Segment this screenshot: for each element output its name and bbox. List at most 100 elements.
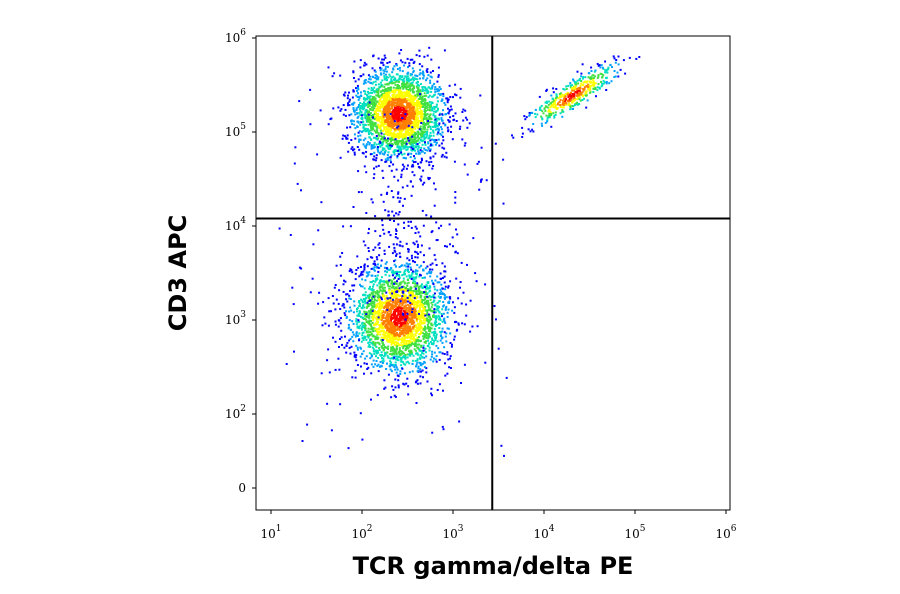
event-dot bbox=[418, 328, 421, 331]
event-dot bbox=[311, 277, 314, 280]
event-dot bbox=[401, 92, 404, 95]
event-dot bbox=[394, 299, 397, 302]
event-dot bbox=[418, 285, 421, 288]
event-dot bbox=[390, 103, 393, 105]
event-dot bbox=[352, 322, 355, 325]
event-dot bbox=[415, 115, 418, 118]
event-dot bbox=[394, 265, 397, 268]
event-dot bbox=[383, 76, 386, 79]
event-dot bbox=[383, 281, 386, 283]
event-dot bbox=[344, 108, 347, 111]
event-dot bbox=[386, 118, 389, 121]
event-dot bbox=[379, 314, 382, 317]
event-dot bbox=[410, 289, 413, 292]
event-dot bbox=[405, 343, 408, 345]
event-dot bbox=[366, 110, 369, 113]
event-dot bbox=[379, 100, 382, 103]
event-dot bbox=[339, 264, 342, 266]
event-dot bbox=[429, 148, 432, 151]
event-dot bbox=[351, 123, 354, 125]
event-dot bbox=[395, 89, 398, 92]
event-dot bbox=[372, 55, 375, 58]
event-dot bbox=[407, 393, 410, 396]
event-dot bbox=[390, 135, 393, 138]
event-dot bbox=[376, 125, 378, 128]
event-dot bbox=[422, 99, 424, 102]
event-dot bbox=[454, 93, 456, 96]
event-dot bbox=[392, 269, 395, 272]
event-dot bbox=[422, 122, 425, 124]
event-dot bbox=[367, 331, 370, 334]
event-dot bbox=[361, 332, 364, 334]
event-dot bbox=[375, 131, 378, 134]
event-dot bbox=[400, 364, 403, 367]
event-dot bbox=[437, 75, 440, 78]
event-dot bbox=[417, 83, 420, 86]
event-dot bbox=[416, 379, 419, 382]
event-dot bbox=[369, 95, 372, 98]
event-dot bbox=[392, 348, 395, 351]
event-dot bbox=[346, 126, 349, 129]
event-dot bbox=[350, 113, 353, 116]
event-dot bbox=[431, 129, 434, 132]
event-dot bbox=[396, 333, 398, 336]
event-dot bbox=[369, 78, 372, 81]
event-dot bbox=[424, 103, 427, 106]
event-dot bbox=[397, 284, 400, 287]
event-dot bbox=[394, 319, 397, 322]
event-dot bbox=[387, 280, 390, 283]
event-dot bbox=[378, 342, 381, 345]
event-dot bbox=[372, 318, 375, 321]
event-dot bbox=[422, 321, 424, 324]
event-dot bbox=[353, 148, 356, 151]
event-dot bbox=[395, 371, 398, 374]
event-dot bbox=[437, 127, 440, 130]
event-dot bbox=[401, 70, 404, 73]
event-dot bbox=[393, 141, 396, 144]
event-dot bbox=[424, 325, 426, 328]
event-dot bbox=[423, 254, 425, 257]
event-dot bbox=[408, 127, 410, 130]
event-dot bbox=[369, 288, 372, 291]
event-dot bbox=[360, 111, 363, 114]
event-dot bbox=[373, 266, 376, 269]
event-dot bbox=[380, 102, 383, 105]
event-dot bbox=[438, 322, 440, 325]
event-dot bbox=[407, 248, 410, 251]
event-dot bbox=[414, 329, 417, 332]
event-dot bbox=[402, 83, 405, 86]
event-dot bbox=[397, 343, 400, 345]
event-dot bbox=[373, 352, 376, 355]
event-dot bbox=[352, 108, 355, 111]
event-dot bbox=[402, 280, 405, 283]
event-dot bbox=[362, 82, 365, 85]
event-dot bbox=[376, 258, 379, 261]
event-dot bbox=[420, 319, 423, 322]
event-dot bbox=[414, 132, 417, 135]
event-dot bbox=[430, 160, 433, 163]
event-dot bbox=[464, 116, 467, 119]
event-dot bbox=[381, 311, 384, 314]
event-dot bbox=[327, 324, 330, 327]
event-dot bbox=[356, 346, 359, 349]
event-dot bbox=[455, 120, 458, 122]
event-dot bbox=[418, 314, 421, 317]
event-dot bbox=[450, 131, 452, 133]
event-dot bbox=[365, 109, 368, 112]
event-dot bbox=[396, 338, 398, 341]
event-dot bbox=[441, 341, 444, 344]
event-dot bbox=[453, 338, 456, 341]
event-dot bbox=[413, 277, 416, 280]
event-dot bbox=[404, 135, 407, 138]
event-dot bbox=[390, 295, 393, 298]
event-dot bbox=[361, 322, 364, 325]
event-dot bbox=[406, 347, 408, 350]
event-dot bbox=[387, 307, 390, 310]
event-dot bbox=[403, 355, 405, 358]
event-dot bbox=[362, 126, 365, 129]
event-dot bbox=[406, 127, 409, 130]
event-dot bbox=[421, 362, 424, 365]
event-dot bbox=[379, 97, 382, 100]
event-dot bbox=[414, 117, 417, 119]
event-dot bbox=[420, 370, 422, 373]
